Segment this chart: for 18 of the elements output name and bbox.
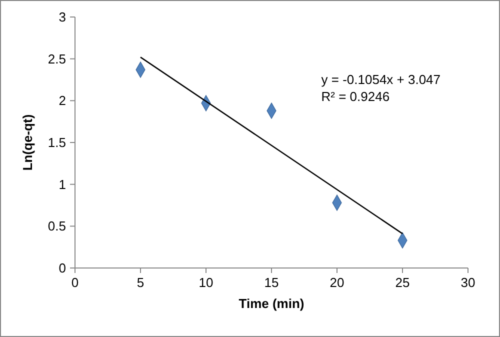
x-tick-label: 20	[330, 275, 344, 290]
x-axis-title: Time (min)	[238, 296, 304, 311]
y-tick-label: 1.5	[48, 135, 66, 150]
y-tick-label: 2.5	[48, 51, 66, 66]
y-tick-label: 1	[58, 176, 66, 192]
y-tick-label: 2	[58, 93, 66, 108]
x-tick-label: 15	[264, 275, 279, 290]
x-tick-label: 25	[395, 275, 410, 290]
y-tick-label: 0	[58, 260, 66, 276]
y-tick-label: 3	[58, 10, 66, 24]
annotation: R² = 0.9246	[321, 88, 390, 104]
x-tick-label: 10	[198, 275, 214, 290]
x-tick-label: 0	[71, 275, 79, 290]
x-tick-label: 5	[136, 275, 144, 290]
x-tick-label: 30	[460, 275, 476, 290]
y-tick-label: 0.5	[48, 218, 66, 234]
annotation: y = -0.1054x + 3.047	[321, 72, 441, 87]
y-axis-title: Ln(qe-qt)	[20, 114, 35, 171]
